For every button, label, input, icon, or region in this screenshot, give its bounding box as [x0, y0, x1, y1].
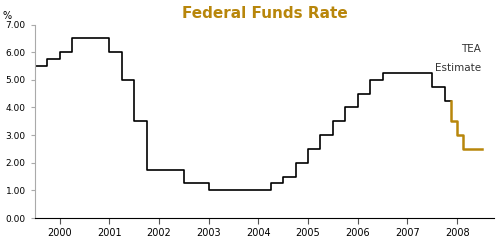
Text: TEA: TEA — [461, 44, 480, 54]
Title: Federal Funds Rate: Federal Funds Rate — [182, 6, 348, 20]
Text: %: % — [2, 11, 12, 21]
Text: Estimate: Estimate — [434, 63, 480, 73]
